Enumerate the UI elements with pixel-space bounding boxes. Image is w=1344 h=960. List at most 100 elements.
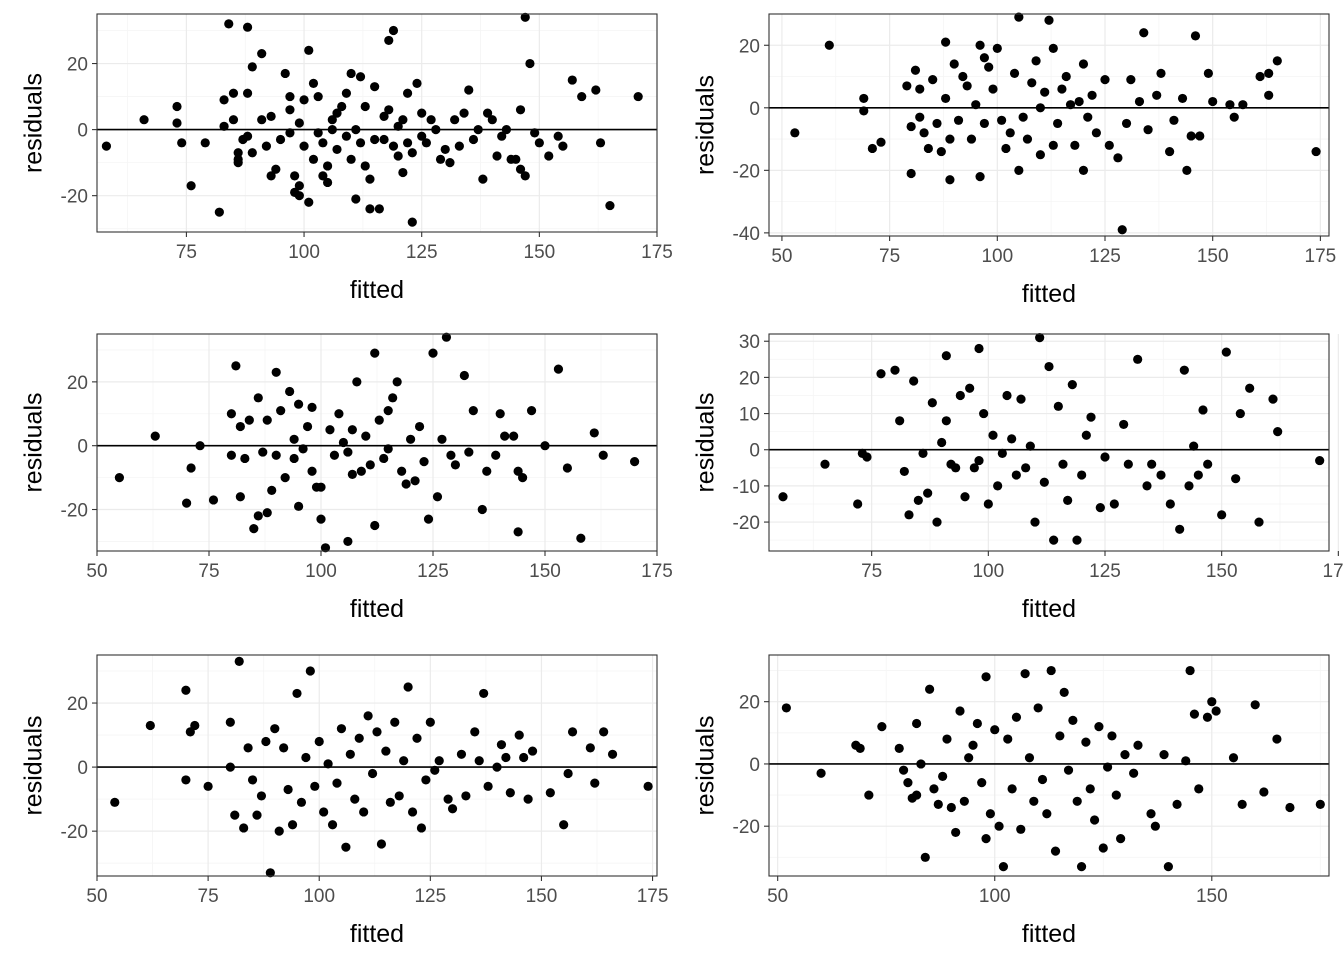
data-point <box>903 778 913 788</box>
data-point <box>319 807 329 817</box>
data-point <box>923 488 933 498</box>
data-point <box>1059 687 1069 697</box>
data-point <box>1035 103 1045 113</box>
data-point <box>200 138 210 148</box>
data-point <box>1007 434 1017 444</box>
data-point <box>101 141 112 151</box>
data-point <box>337 101 347 112</box>
x-tick-label: 100 <box>972 561 1004 582</box>
data-point <box>1165 146 1175 157</box>
data-point <box>1009 68 1020 79</box>
data-point <box>929 784 939 794</box>
data-point <box>534 138 544 148</box>
y-tick-label: 10 <box>739 405 760 426</box>
data-point <box>1254 517 1264 527</box>
data-point <box>993 481 1003 491</box>
data-point <box>307 402 317 412</box>
data-point <box>388 25 399 36</box>
data-point <box>971 100 981 110</box>
data-point <box>862 452 872 462</box>
data-point <box>446 450 456 460</box>
data-point <box>1120 750 1130 760</box>
data-point <box>225 717 235 727</box>
data-point <box>951 463 961 473</box>
data-point <box>1116 834 1126 844</box>
data-point <box>998 862 1009 872</box>
data-point <box>374 415 384 425</box>
data-point <box>1177 93 1188 104</box>
data-point <box>359 807 369 817</box>
data-point <box>381 746 391 756</box>
panel-border <box>96 13 658 233</box>
data-point <box>228 115 239 125</box>
data-point <box>1237 799 1247 810</box>
data-point <box>266 171 276 181</box>
data-point <box>235 492 245 502</box>
x-tick-label: 75 <box>198 886 219 907</box>
data-point <box>262 508 272 518</box>
scatter-panel-1: 75 100 125 150 175 -20 0 20 fitted residuals <box>20 12 673 304</box>
x-tick-label: 175 <box>637 886 669 907</box>
data-point <box>1264 68 1274 79</box>
data-point <box>1185 665 1195 676</box>
data-point <box>941 416 951 426</box>
x-tick-label: 150 <box>1197 246 1229 267</box>
data-point <box>955 706 965 716</box>
data-point <box>1048 140 1058 150</box>
data-point <box>1033 703 1043 713</box>
data-point <box>346 68 356 79</box>
data-point <box>523 794 533 804</box>
y-tick-label: 0 <box>77 121 88 142</box>
data-point <box>294 118 304 128</box>
y-tick-label: 0 <box>749 441 760 462</box>
x-tick-label: 75 <box>861 561 882 582</box>
data-point <box>416 823 427 833</box>
panel-border <box>768 333 1330 552</box>
data-point <box>483 781 493 791</box>
data-point <box>1121 118 1132 129</box>
data-point <box>355 72 366 82</box>
data-point <box>491 450 501 460</box>
data-point <box>464 85 474 95</box>
data-point <box>294 501 304 511</box>
data-point <box>496 740 507 750</box>
data-point <box>1217 510 1227 520</box>
data-point <box>412 78 422 88</box>
data-point <box>898 765 909 775</box>
data-point <box>1181 756 1191 766</box>
data-point <box>962 81 972 91</box>
data-point <box>266 111 276 121</box>
data-point <box>276 405 286 416</box>
x-axis-title: fitted <box>350 276 404 304</box>
data-point <box>341 88 352 98</box>
data-point <box>267 485 277 495</box>
data-point <box>356 466 366 476</box>
data-point <box>360 161 370 171</box>
data-point <box>482 108 493 118</box>
y-tick-label: 30 <box>739 332 760 353</box>
data-point <box>876 137 886 147</box>
data-point <box>1024 753 1035 763</box>
data-point <box>392 377 402 387</box>
x-tick-label: 50 <box>86 886 107 907</box>
data-point <box>997 448 1007 458</box>
data-point <box>501 752 511 763</box>
data-point <box>859 93 869 104</box>
data-point <box>228 88 239 98</box>
y-axis-title: residuals <box>20 715 48 815</box>
data-point <box>974 455 984 466</box>
y-tick-label: 20 <box>67 373 88 394</box>
data-point <box>1211 706 1221 716</box>
data-point <box>595 138 606 148</box>
data-point <box>447 804 458 814</box>
data-point <box>1156 470 1166 480</box>
data-point <box>906 121 916 132</box>
data-point <box>492 151 502 161</box>
data-point <box>949 59 959 69</box>
data-point <box>394 791 404 801</box>
y-tick-label: -20 <box>61 822 88 843</box>
data-point <box>1011 470 1021 480</box>
data-point <box>271 450 281 460</box>
data-point <box>332 108 342 118</box>
x-tick-label: 150 <box>529 561 561 582</box>
